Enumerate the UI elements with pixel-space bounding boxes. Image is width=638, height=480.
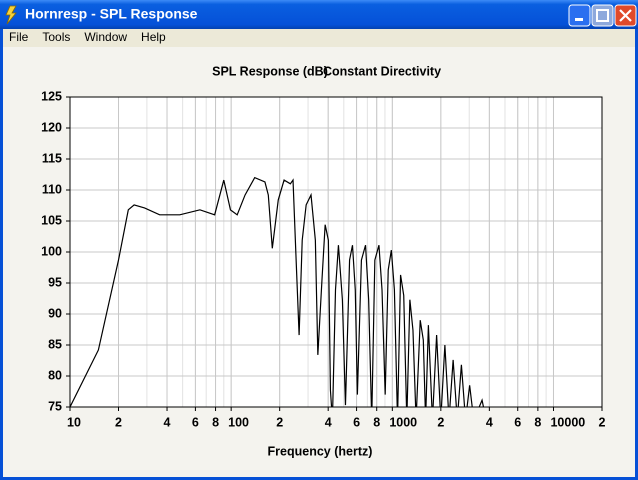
x-tick-label: 8 [534, 415, 541, 429]
minimize-icon [575, 18, 583, 21]
y-tick-label: 120 [41, 120, 62, 134]
x-tick-label: 2 [115, 415, 122, 429]
chart-subtitle: Constant Directivity [323, 64, 441, 78]
y-tick-label: 85 [48, 337, 62, 351]
y-tick-label: 90 [48, 306, 62, 320]
window-controls [568, 4, 637, 27]
y-tick-label: 115 [42, 151, 62, 165]
x-tick-label: 4 [164, 415, 171, 429]
x-tick-label: 2 [437, 415, 444, 429]
maximize-button[interactable] [591, 4, 614, 27]
x-tick-label: 10 [67, 415, 81, 429]
x-tick-label: 6 [353, 415, 360, 429]
chart-title: SPL Response (dB) [212, 64, 328, 78]
x-tick-label: 1000 [389, 415, 417, 429]
minimize-button[interactable] [568, 4, 591, 27]
x-tick-label: 6 [514, 415, 521, 429]
window-title: Hornresp - SPL Response [25, 6, 198, 22]
x-tick-label: 2 [599, 415, 606, 429]
app-icon [5, 5, 17, 25]
x-tick-label: 4 [486, 415, 493, 429]
y-tick-label: 125 [41, 89, 62, 103]
x-tick-label: 8 [212, 415, 219, 429]
x-tick-label: 2 [276, 415, 283, 429]
x-tick-label: 6 [192, 415, 199, 429]
menu-item[interactable]: File [9, 30, 29, 44]
x-tick-label: 10000 [550, 415, 585, 429]
menu-item[interactable]: Window [84, 30, 127, 44]
y-tick-label: 80 [48, 368, 62, 382]
maximize-icon [596, 9, 609, 22]
x-tick-label: 8 [373, 415, 380, 429]
title-bar [0, 0, 638, 29]
titles: SPL Response (dB) Constant Directivity F… [212, 64, 441, 458]
x-tick-label: 4 [325, 415, 332, 429]
y-tick-label: 105 [41, 213, 62, 227]
x-tick-label: 100 [228, 415, 249, 429]
plot-frame [69, 96, 603, 408]
close-icon [619, 9, 632, 22]
menu-item[interactable]: Help [141, 30, 166, 44]
y-tick-label: 100 [41, 244, 62, 258]
x-axis-label: Frequency (hertz) [268, 444, 373, 458]
series [70, 176, 485, 407]
menu: File Tools Window Help [9, 30, 166, 44]
spl-line [70, 176, 485, 407]
y-tick-label: 95 [48, 275, 62, 289]
menu-item[interactable]: Tools [42, 30, 70, 44]
y-tick-label: 110 [42, 182, 62, 196]
menu-bar [3, 29, 635, 47]
y-tick-label: 75 [48, 399, 62, 413]
tick-labels: 10 2 4 6 8 100 2 4 6 8 1000 2 4 6 8 10000 27580859095100… [41, 89, 605, 429]
